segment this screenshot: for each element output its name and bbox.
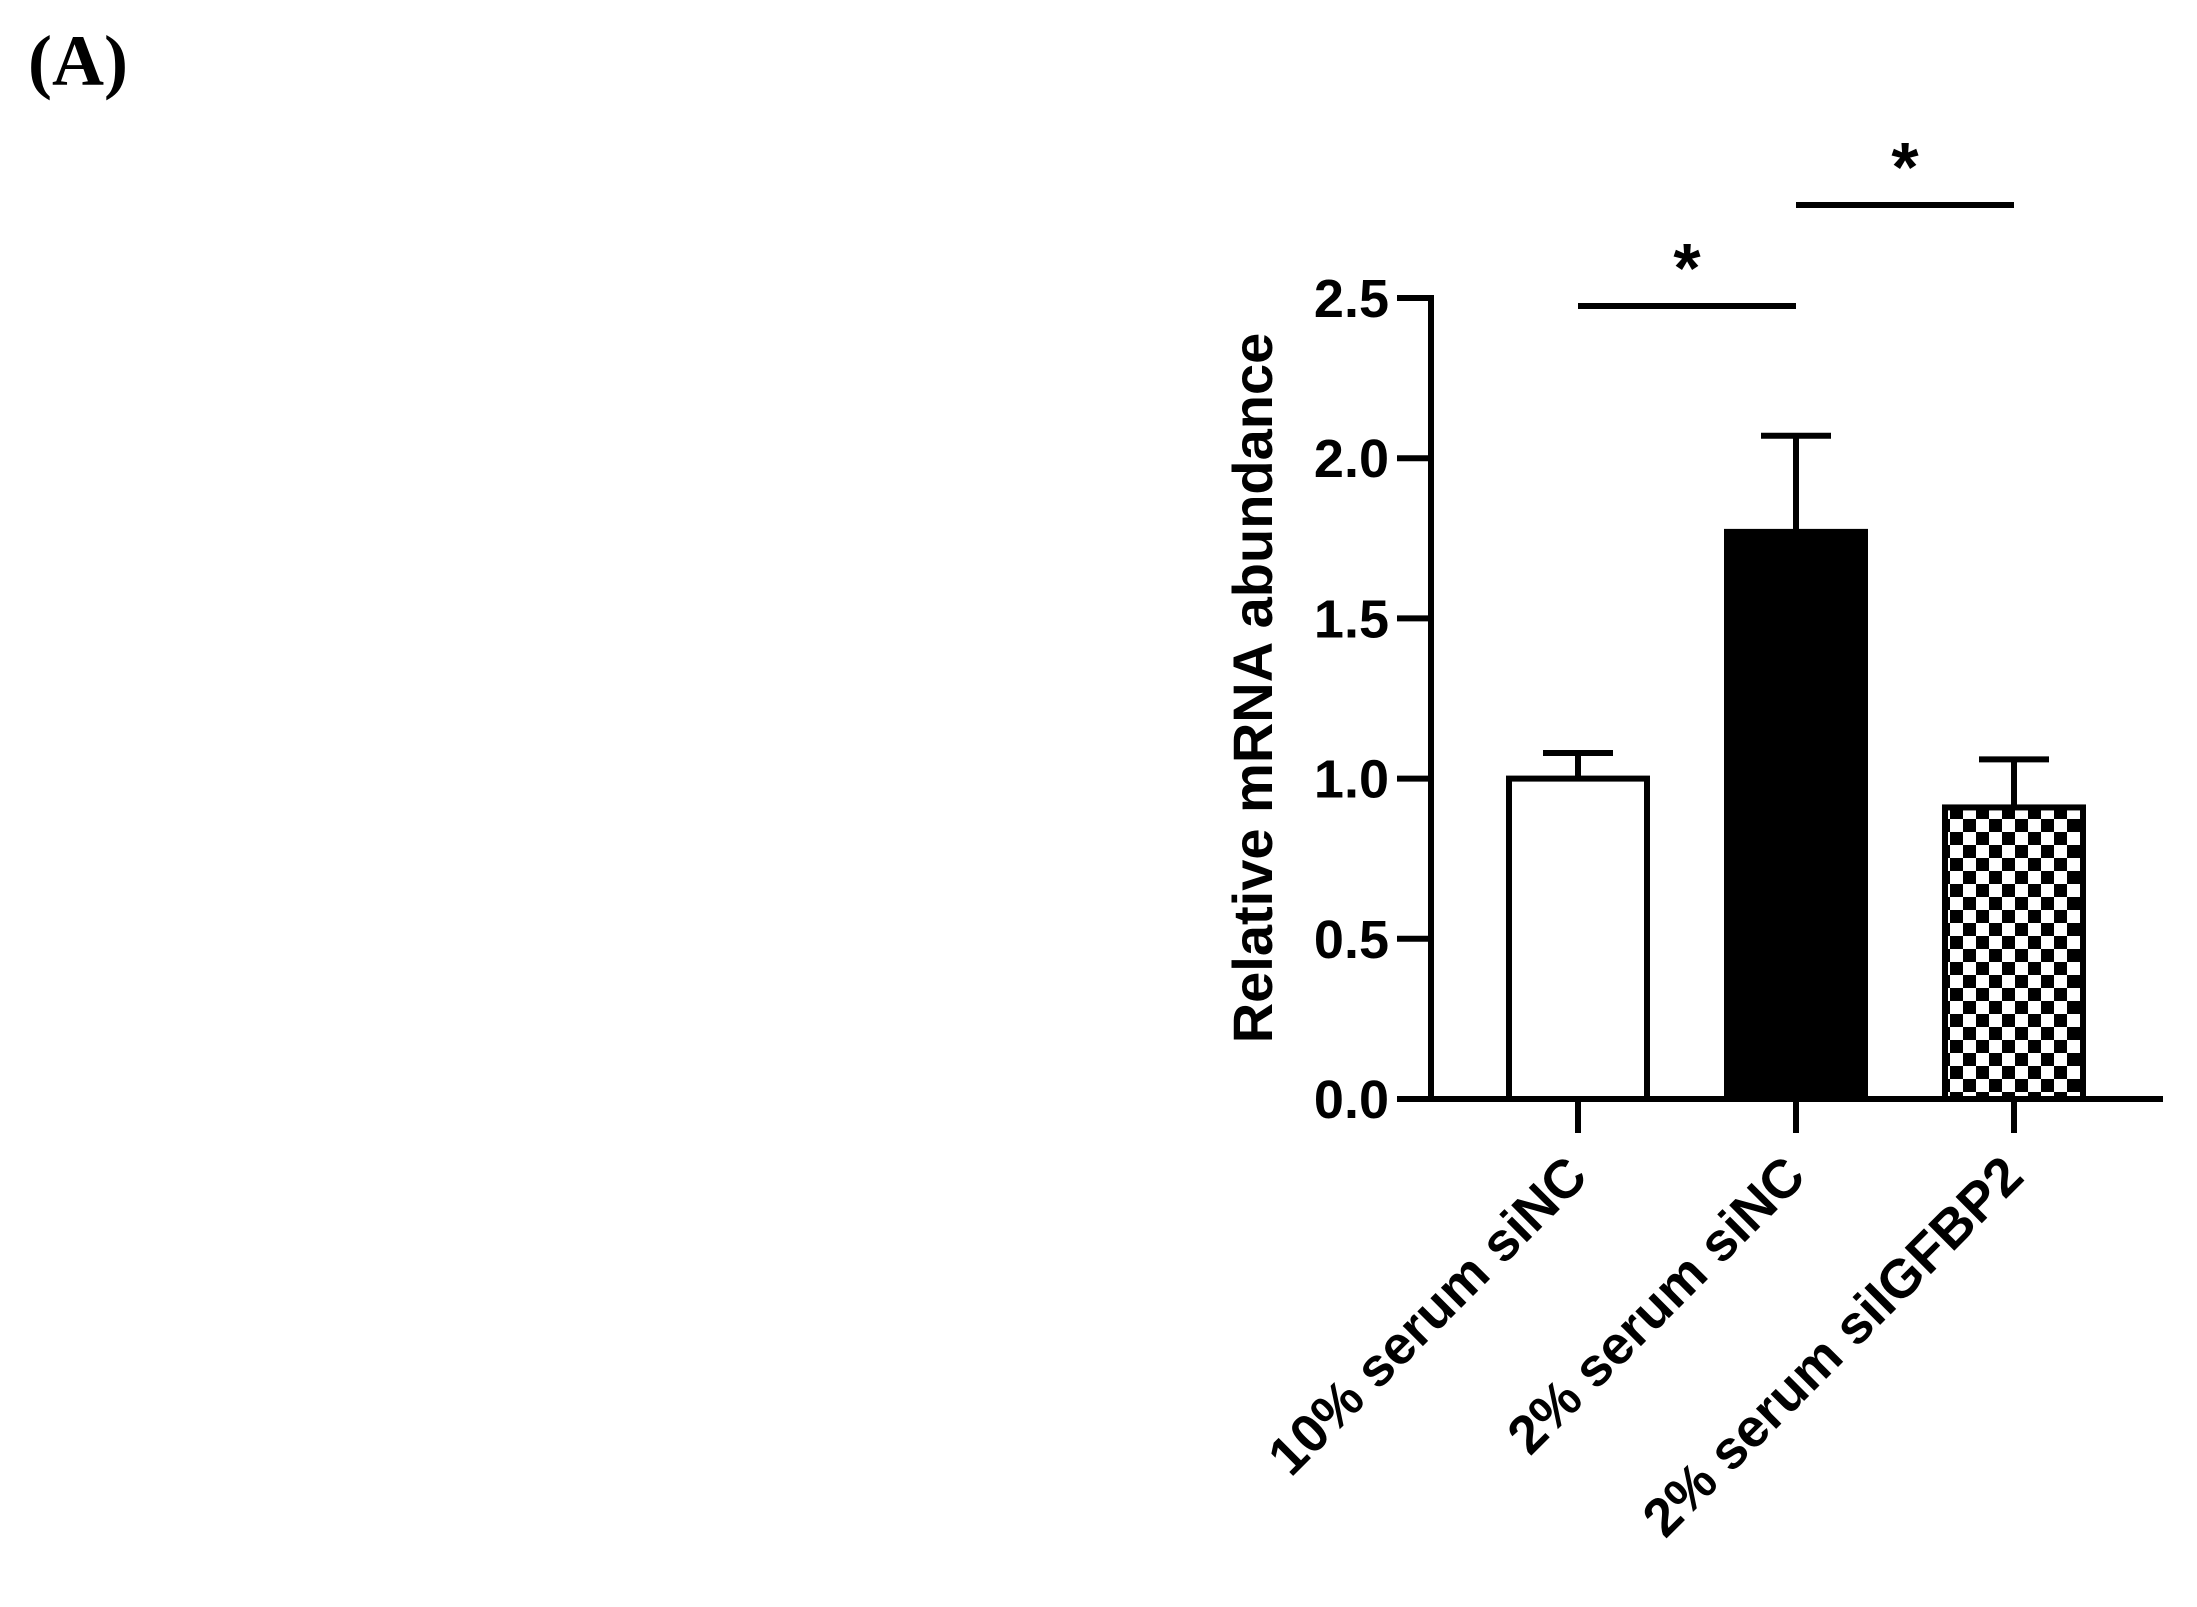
y-tick-label: 1.5 [1314, 589, 1389, 649]
x-category-label: 2% serum siIGFBP2 [1631, 1145, 2034, 1548]
bar-2 [1724, 528, 1868, 1102]
bar-3 [1942, 804, 2086, 1102]
y-tick-label: 1.0 [1314, 750, 1389, 810]
significance-star: * [1673, 229, 1701, 307]
error-bars [1543, 432, 2049, 808]
y-tick-label: 0.5 [1314, 910, 1389, 970]
significance-annotations: ** [1578, 128, 2014, 309]
bars [1506, 528, 2086, 1102]
y-axis-title: Relative mRNA abundance [1221, 333, 1284, 1044]
significance-star: * [1891, 128, 1919, 206]
y-tick-label: 0.0 [1314, 1070, 1389, 1130]
bar-1 [1506, 775, 1650, 1102]
y-tick-label: 2.0 [1314, 429, 1389, 489]
y-tick-label: 2.5 [1314, 269, 1389, 329]
panel-label: (A) [28, 21, 128, 101]
